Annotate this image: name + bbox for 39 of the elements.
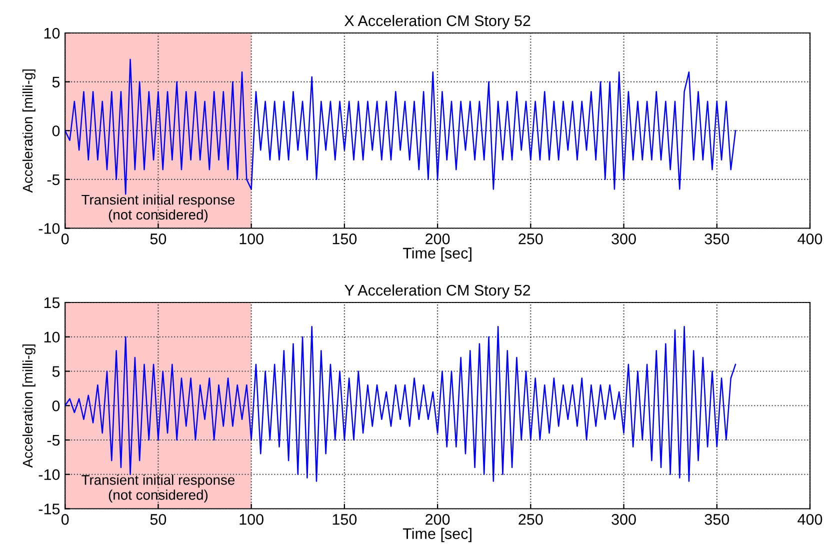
x-tick-label: 350 (704, 234, 730, 244)
y-tick-label: 5 (52, 76, 60, 88)
y-tick-label: -10 (38, 223, 60, 234)
x-tick-label: 400 (798, 234, 822, 244)
y-axis-title: Acceleration [milli-g] (22, 69, 36, 193)
x-tick-label: 150 (332, 514, 357, 525)
y-tick-label: -5 (47, 174, 60, 186)
band-label: Transient initial response (not considered) (82, 194, 235, 222)
x-tick-label: 200 (426, 234, 450, 244)
y-tick-label: 5 (52, 366, 60, 377)
x-tick-label: 250 (518, 234, 543, 244)
y-tick-label: -10 (38, 469, 60, 480)
y-tick-label: -15 (38, 504, 60, 514)
line-series (65, 58, 736, 195)
x-tick-label: 300 (612, 514, 636, 525)
y-tick-label: 15 (44, 298, 60, 308)
y-tick-label: -5 (47, 435, 60, 446)
x-tick-label: 50 (150, 234, 166, 244)
x-tick-label: 0 (61, 514, 69, 525)
x-tick-label: 50 (150, 514, 166, 525)
y-tick-label: 0 (52, 125, 60, 136)
y-tick-label: 10 (44, 332, 60, 343)
x-axis-title: Time [sec] (402, 528, 472, 542)
band-label: Transient initial response (not considered) (82, 474, 235, 503)
x-tick-label: 200 (426, 514, 450, 525)
y-tick-label: 10 (44, 28, 60, 39)
x-tick-label: 350 (704, 514, 730, 525)
x-tick-label: 0 (61, 234, 69, 244)
y-tick-label: 0 (52, 400, 60, 412)
x-tick-label: 100 (240, 234, 264, 244)
x-tick-label: 400 (798, 514, 822, 525)
chart-title: Y Acceleration CM Story 52 (344, 284, 530, 299)
chart-title: X Acceleration CM Story 52 (344, 14, 530, 30)
x-axis-title: Time [sec] (402, 247, 472, 262)
x-tick-label: 250 (518, 514, 543, 525)
y-axis-title: Acceleration [milli-g] (22, 344, 36, 468)
x-tick-label: 100 (240, 514, 264, 525)
x-tick-label: 300 (612, 234, 636, 244)
x-tick-label: 150 (332, 234, 357, 244)
